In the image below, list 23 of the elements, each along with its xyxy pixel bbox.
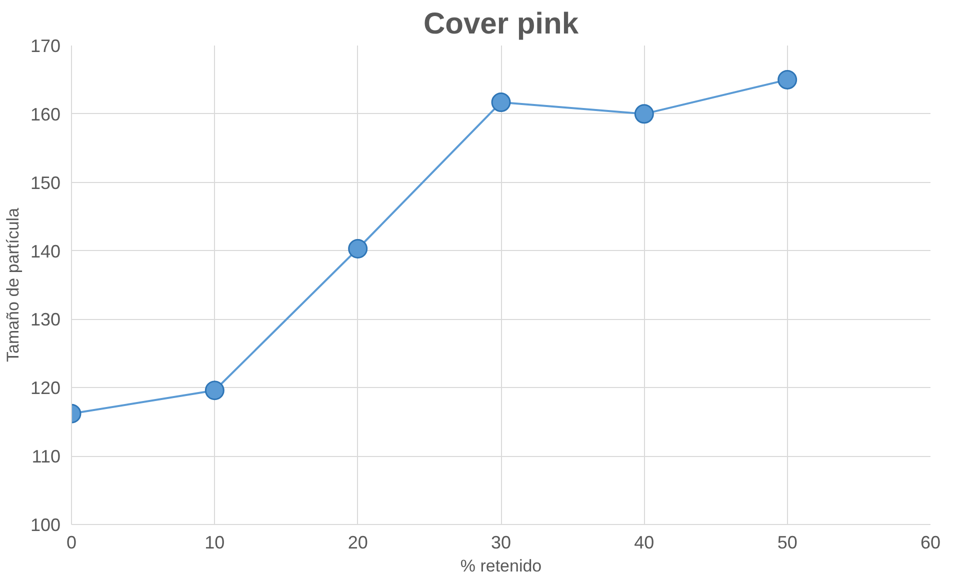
point — [634, 104, 654, 124]
y-axis-title: Tamaño de partícula — [3, 207, 22, 362]
point — [778, 70, 798, 90]
x-tick-label: 0 — [66, 532, 77, 552]
y-tick-label: 110 — [32, 446, 61, 467]
x-tick-label: 40 — [634, 532, 654, 552]
x-tick-label: 20 — [348, 532, 368, 552]
y-tick-label: 100 — [30, 515, 61, 535]
y-tick-label: 130 — [30, 310, 61, 330]
x-tick-label: 30 — [490, 532, 512, 552]
y-tick-label: 170 — [30, 36, 61, 56]
x-tick-label: 60 — [920, 532, 941, 552]
point — [348, 239, 368, 258]
x-tick-label: 10 — [204, 532, 225, 552]
x-axis-title: % retenido — [460, 556, 542, 576]
chart-title: Cover pink — [423, 8, 579, 40]
y-tick-label: 160 — [30, 104, 61, 124]
y-tick-label: 140 — [30, 241, 61, 262]
y-tick-label: 120 — [30, 378, 61, 398]
point — [491, 92, 511, 112]
point — [204, 380, 224, 400]
x-tick-label: 50 — [777, 532, 798, 552]
y-tick-label: 150 — [30, 172, 61, 193]
